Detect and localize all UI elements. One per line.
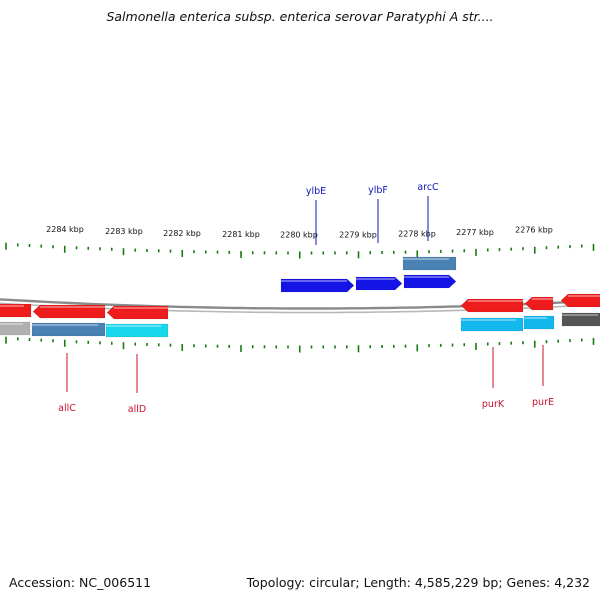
scale-label: 2277 kbp — [456, 228, 494, 237]
feature-highlight — [461, 319, 516, 321]
feature-highlight — [114, 307, 168, 309]
genome-summary: Topology: circular; Length: 4,585,229 bp… — [246, 575, 590, 590]
organism-title: Salmonella enterica subsp. enterica sero… — [106, 9, 494, 24]
scale-label: 2284 kbp — [46, 225, 84, 234]
scale-labels: 2284 kbp 2283 kbp 2282 kbp 2281 kbp 2280 kbp… — [46, 225, 553, 240]
gene-label-allD[interactable]: allD — [128, 404, 146, 415]
feature-highlight — [40, 306, 105, 308]
feature-highlight — [524, 317, 547, 319]
cds-feature-left-partial[interactable] — [0, 303, 32, 318]
gene-label-purE[interactable]: purE — [532, 397, 554, 408]
scale-label: 2282 kbp — [163, 229, 201, 238]
scale-label: 2283 kbp — [105, 227, 143, 236]
cds-feature-right-partial[interactable] — [560, 293, 600, 308]
cds-feature-purK[interactable] — [460, 298, 524, 313]
scale-label: 2276 kbp — [515, 226, 553, 235]
feature-highlight — [532, 298, 553, 300]
scale-ticks-top — [5, 242, 595, 259]
feature-highlight — [0, 323, 23, 325]
cds-feature-ylbE[interactable] — [280, 278, 355, 293]
gene-feature-purK[interactable] — [460, 317, 524, 332]
gene-label-arcC[interactable]: arcC — [417, 182, 439, 193]
cds-feature-allC[interactable] — [32, 304, 106, 319]
cds-feature-ylbF[interactable] — [355, 276, 403, 291]
scale-label: 2280 kbp — [280, 230, 318, 239]
cds-feature-arcC[interactable] — [403, 274, 457, 289]
feature-highlight — [404, 276, 449, 278]
gene-features — [0, 256, 600, 338]
scale-ticks-bottom — [5, 336, 595, 353]
feature-highlight — [281, 280, 347, 282]
accession-info: Accession: NC_006511 — [9, 575, 152, 590]
feature-highlight — [403, 258, 449, 260]
feature-highlight — [0, 305, 24, 307]
cds-feature-allD[interactable] — [106, 305, 169, 320]
gene-feature-allD[interactable] — [105, 323, 169, 338]
gene-label-allC[interactable]: allC — [58, 403, 76, 414]
cds-feature-purE[interactable] — [524, 296, 554, 311]
feature-highlight — [468, 300, 523, 302]
feature-highlight — [568, 295, 600, 297]
feature-highlight — [106, 325, 161, 327]
gene-feature-purE[interactable] — [523, 315, 555, 330]
feature-highlight — [562, 314, 598, 316]
scale-label: 2278 kbp — [398, 229, 436, 238]
gene-feature-allC[interactable] — [31, 322, 106, 337]
gene-label-ylbF[interactable]: ylbF — [368, 185, 388, 196]
gene-feature-right-partial[interactable] — [561, 312, 600, 327]
feature-highlight — [356, 278, 395, 280]
scale-label: 2279 kbp — [339, 230, 377, 239]
gene-label-ylbE[interactable]: ylbE — [306, 186, 326, 197]
gene-feature-left-partial[interactable] — [0, 321, 31, 336]
gene-feature-arcC[interactable] — [402, 256, 457, 271]
gene-label-purK[interactable]: purK — [482, 399, 505, 410]
gene-labels: ylbE ylbF arcC allC allD purK purE — [58, 182, 554, 415]
scale-label: 2281 kbp — [222, 230, 260, 239]
feature-highlight — [32, 324, 98, 326]
